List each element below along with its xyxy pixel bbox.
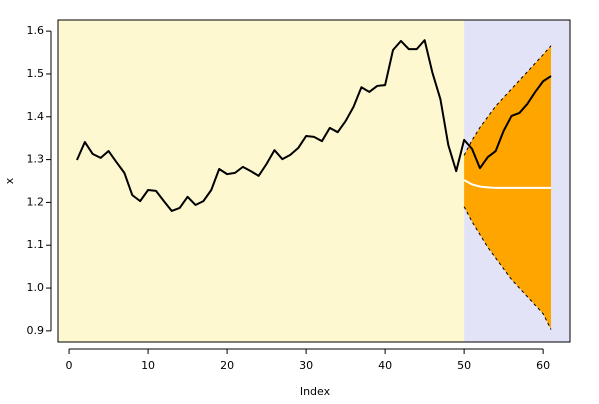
x-tick-label: 10 [141,359,155,372]
x-axis-title: Index [300,385,331,398]
history-region [58,20,465,342]
x-tick-label: 30 [299,359,313,372]
y-tick-label: 1.5 [27,67,45,80]
data-line [463,179,552,189]
plot-frame [57,19,571,343]
y-axis-title: x [3,177,16,184]
y-tick-label: 1.6 [27,24,45,37]
x-tick-label: 0 [66,359,73,372]
x-tick-label: 40 [378,359,392,372]
y-tick-label: 1.4 [27,110,45,123]
y-tick-label: 1.3 [27,153,45,166]
data-line [76,39,552,212]
y-tick-label: 1.0 [27,281,45,294]
interval-bound [463,206,552,330]
x-tick-label: 60 [536,359,550,372]
y-tick-label: 0.9 [27,324,45,337]
y-tick-label: 1.2 [27,195,45,208]
x-tick-label: 50 [457,359,471,372]
y-tick-label: 1.1 [27,238,45,251]
x-tick-label: 20 [220,359,234,372]
